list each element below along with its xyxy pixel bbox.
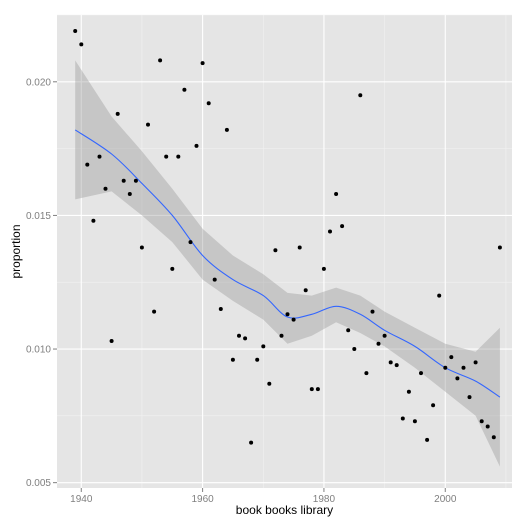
data-point	[243, 336, 248, 341]
data-point	[188, 240, 193, 245]
data-point	[158, 58, 163, 63]
data-point	[182, 87, 187, 92]
data-point	[146, 122, 150, 127]
y-tick-label: 0.005	[26, 478, 51, 489]
data-point	[346, 328, 351, 333]
y-tick-label: 0.015	[26, 211, 51, 222]
data-point	[97, 154, 102, 159]
data-point	[473, 360, 478, 365]
data-point	[206, 101, 211, 106]
y-tick-label: 0.010	[26, 345, 51, 356]
data-point	[291, 317, 296, 322]
x-tick-label: 1980	[313, 494, 336, 505]
data-point	[139, 245, 144, 250]
data-point	[382, 333, 387, 338]
data-point	[303, 288, 308, 293]
y-tick-label: 0.020	[26, 77, 51, 88]
data-point	[297, 245, 302, 250]
x-tick-label: 1960	[191, 494, 214, 505]
data-point	[467, 395, 472, 400]
x-axis-title: book books library	[236, 503, 333, 517]
data-point	[133, 178, 138, 183]
data-point	[285, 312, 290, 317]
data-point	[273, 248, 278, 253]
plot-panel	[57, 15, 512, 488]
data-point	[121, 178, 126, 183]
data-point	[340, 224, 345, 229]
data-point	[485, 424, 490, 429]
data-point	[443, 365, 448, 370]
data-point	[170, 266, 175, 271]
data-point	[431, 403, 436, 408]
data-point	[419, 371, 423, 376]
data-point	[400, 416, 405, 421]
data-point	[164, 154, 169, 159]
data-point	[394, 363, 399, 368]
data-point	[358, 93, 363, 98]
y-axis-title: proportion	[9, 224, 23, 278]
data-point	[461, 365, 466, 370]
data-point	[103, 186, 108, 191]
data-point	[73, 29, 78, 33]
data-point	[364, 371, 369, 376]
data-point	[497, 245, 502, 250]
data-point	[255, 357, 260, 362]
data-point	[230, 357, 235, 362]
data-point	[194, 143, 199, 148]
y-axis: 0.005 0.010 0.015 0.020	[26, 77, 57, 489]
data-point	[91, 218, 96, 223]
data-point	[388, 360, 393, 365]
data-point	[437, 293, 442, 298]
data-points	[73, 29, 502, 445]
data-point	[200, 61, 205, 66]
data-point	[85, 162, 90, 167]
major-gridlines	[57, 15, 512, 488]
data-point	[479, 419, 484, 424]
data-point	[109, 339, 114, 343]
data-point	[491, 435, 496, 440]
data-point	[218, 307, 223, 311]
data-point	[152, 309, 157, 314]
x-tick-label: 1940	[70, 494, 93, 505]
data-point	[334, 192, 339, 196]
data-point	[455, 376, 460, 381]
x-axis: 1940 1960 1980 2000	[70, 488, 457, 505]
data-point	[352, 347, 357, 351]
data-point	[449, 355, 454, 360]
data-point	[249, 440, 254, 445]
data-point	[79, 42, 84, 47]
data-point	[237, 333, 241, 338]
data-point	[176, 154, 181, 159]
data-point	[267, 381, 272, 386]
data-point	[279, 333, 284, 338]
data-point	[425, 437, 430, 442]
minor-gridlines	[57, 14, 512, 488]
data-point	[212, 277, 217, 282]
data-point	[261, 344, 266, 349]
data-point	[376, 341, 381, 346]
data-point	[315, 387, 320, 392]
data-point	[321, 266, 326, 271]
data-point	[127, 192, 132, 196]
smooth-line	[74, 129, 501, 398]
x-tick-label: 2000	[434, 494, 457, 505]
data-point	[115, 111, 120, 116]
data-point	[370, 309, 375, 314]
data-point	[309, 387, 314, 392]
data-point	[406, 389, 411, 394]
data-point	[412, 419, 417, 424]
data-point	[224, 127, 229, 132]
data-point	[328, 229, 332, 234]
